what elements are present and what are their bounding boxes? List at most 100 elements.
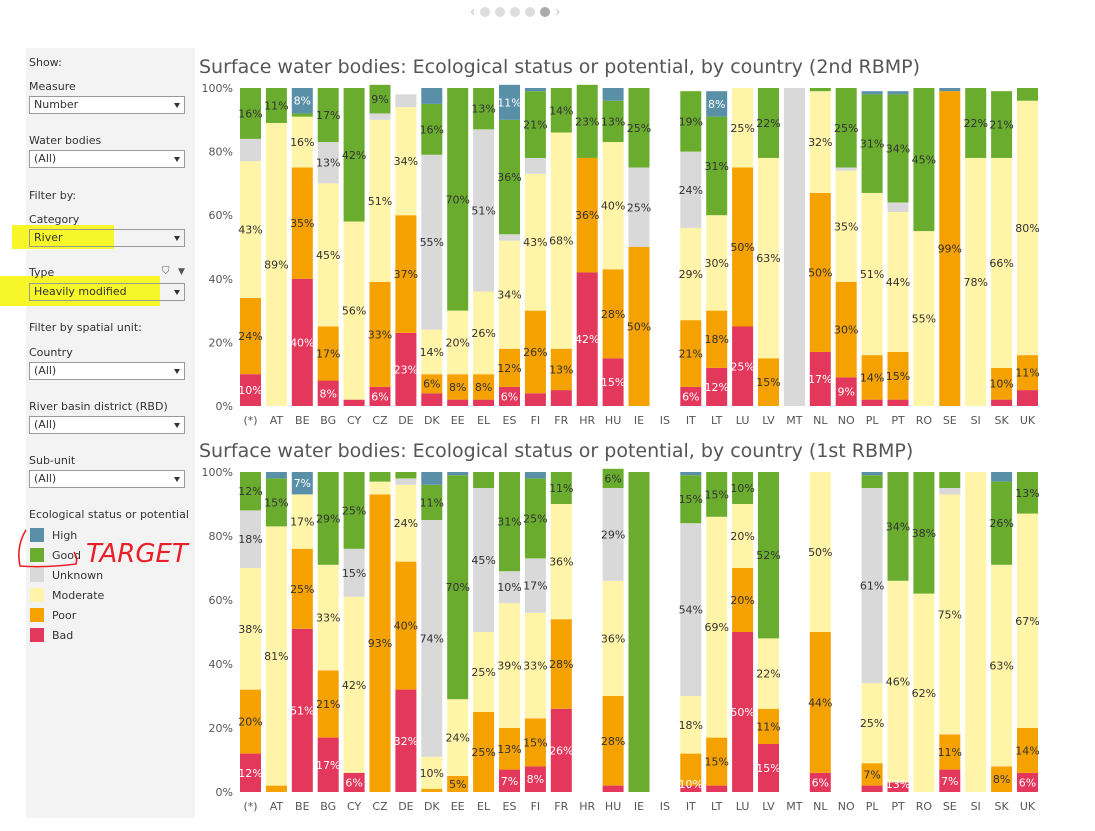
- x-tick-label: EL: [477, 800, 491, 813]
- x-tick-label: BE: [295, 800, 310, 813]
- country-select[interactable]: (All): [29, 362, 185, 380]
- data-label: 12%: [238, 485, 262, 498]
- bar-segment-bad: [499, 769, 520, 792]
- bar-segment-moderate: [887, 212, 909, 352]
- data-label: 25%: [730, 122, 754, 135]
- data-label: 32%: [394, 735, 418, 748]
- bar-segment-bad: [395, 689, 417, 792]
- data-label: 21%: [523, 119, 547, 132]
- bar-segment-bad: [602, 785, 624, 792]
- measure-select[interactable]: Number: [29, 96, 185, 114]
- subunit-select[interactable]: (All): [29, 470, 185, 488]
- legend-label: Unknown: [52, 568, 104, 582]
- y-tick-label: 80%: [209, 146, 233, 159]
- data-label: 10%: [989, 378, 1013, 391]
- bar-segment-unknown: [421, 520, 443, 757]
- bar-segment-moderate: [1017, 100, 1038, 356]
- bar-segment-bad: [499, 386, 520, 406]
- bar-segment-bad: [861, 785, 883, 792]
- legend-item-good[interactable]: Good: [30, 548, 81, 562]
- bar-segment-moderate: [809, 91, 831, 193]
- y-tick-label: 40%: [209, 273, 233, 286]
- x-tick-label: SI: [971, 414, 981, 427]
- bar-segment-unknown: [939, 488, 961, 495]
- legend-item-moderate[interactable]: Moderate: [30, 588, 104, 602]
- page-dot-3[interactable]: [510, 7, 521, 17]
- bar-segment-poor: [291, 548, 313, 629]
- data-label: 67%: [1015, 615, 1039, 628]
- rbd-select[interactable]: (All): [29, 416, 185, 434]
- bar-segment-high: [291, 88, 313, 114]
- x-tick-label: BG: [320, 800, 336, 813]
- data-label: 6%: [423, 378, 440, 391]
- x-tick-label: CZ: [372, 414, 388, 427]
- page-dot-1[interactable]: [480, 7, 491, 17]
- bar-segment-unknown: [395, 94, 417, 108]
- data-label: 29%: [679, 268, 703, 281]
- data-label: 50%: [808, 266, 832, 279]
- page-dot-5[interactable]: [540, 7, 551, 17]
- bar-segment-moderate: [965, 157, 987, 406]
- legend-item-high[interactable]: High: [30, 528, 77, 542]
- bar-segment-high: [887, 91, 909, 95]
- data-label: 55%: [420, 236, 444, 249]
- bar-segment-good: [499, 472, 520, 572]
- prev-page-button[interactable]: ‹: [470, 4, 476, 20]
- bar-segment-moderate: [991, 564, 1013, 767]
- type-label: Type: [29, 266, 55, 279]
- data-label: 8%: [993, 773, 1010, 786]
- x-tick-label: FR: [554, 414, 568, 427]
- legend-item-unknown[interactable]: Unknown: [30, 568, 103, 582]
- bar-segment-bad: [887, 399, 909, 406]
- legend-swatch: [30, 588, 44, 602]
- bar-segment-moderate: [395, 484, 417, 562]
- data-label: 25%: [834, 122, 858, 135]
- bar-segment-good: [550, 88, 572, 133]
- show-label: Show:: [29, 56, 62, 69]
- data-label: 23%: [575, 115, 599, 128]
- data-label: 15%: [704, 756, 728, 769]
- category-select[interactable]: River: [29, 229, 185, 247]
- legend-item-bad[interactable]: Bad: [30, 628, 73, 642]
- data-label: 24%: [238, 330, 262, 343]
- bar-segment-moderate: [369, 481, 391, 495]
- bar-segment-high: [602, 88, 624, 101]
- data-label: 20%: [730, 530, 754, 543]
- type-select[interactable]: Heavily modified: [29, 283, 185, 301]
- bar-segment-unknown: [395, 478, 417, 485]
- data-label: 11%: [497, 96, 521, 109]
- legend-item-poor[interactable]: Poor: [30, 608, 76, 622]
- page-dot-4[interactable]: [525, 7, 536, 17]
- bar-segment-moderate: [524, 612, 546, 719]
- data-label: 7%: [501, 775, 518, 788]
- filter-menu-icon[interactable]: ▼: [178, 267, 185, 277]
- bar-segment-bad: [732, 632, 754, 792]
- bar-segment-moderate: [317, 564, 339, 671]
- bar-segment-unknown: [343, 548, 365, 597]
- data-label: 11%: [420, 496, 444, 509]
- clear-filter-icon[interactable]: ⛉: [162, 266, 170, 277]
- bar-segment-poor: [758, 358, 779, 406]
- data-label: 30%: [834, 324, 858, 337]
- water-bodies-select[interactable]: (All): [29, 150, 185, 168]
- bar-segment-poor: [680, 753, 702, 786]
- data-label: 42%: [575, 333, 599, 346]
- data-label: 6%: [501, 390, 518, 403]
- rbd-value: (All): [34, 418, 57, 431]
- bar-segment-good: [369, 84, 391, 114]
- chevron-down-icon: [174, 236, 180, 241]
- bar-segment-poor: [809, 192, 831, 352]
- bar-segment-moderate: [758, 157, 779, 359]
- data-label: 6%: [682, 390, 699, 403]
- bar-segment-bad: [809, 351, 831, 406]
- bar-segment-unknown: [524, 157, 546, 174]
- page-dot-2[interactable]: [495, 7, 506, 17]
- bar-segment-good: [887, 472, 909, 581]
- data-label: 22%: [756, 117, 780, 130]
- bar-segment-unknown: [499, 571, 520, 604]
- data-label: 70%: [445, 581, 469, 594]
- data-label: 45%: [316, 249, 340, 262]
- bar-segment-moderate: [835, 170, 857, 282]
- data-label: 6%: [812, 776, 829, 789]
- next-page-button[interactable]: ›: [555, 4, 561, 20]
